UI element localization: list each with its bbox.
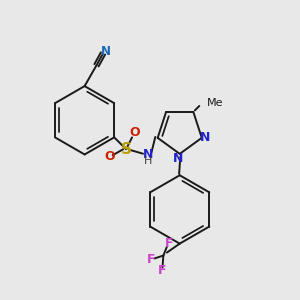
Text: N: N [142,148,153,160]
Text: Me: Me [207,98,223,108]
Text: F: F [158,264,166,277]
Text: N: N [100,45,110,58]
Text: H: H [144,156,152,166]
Text: N: N [173,152,183,165]
Text: N: N [200,131,211,144]
Text: O: O [130,126,140,140]
Text: O: O [104,150,115,163]
Text: S: S [121,142,132,157]
Text: F: F [165,237,174,250]
Text: F: F [147,254,156,266]
